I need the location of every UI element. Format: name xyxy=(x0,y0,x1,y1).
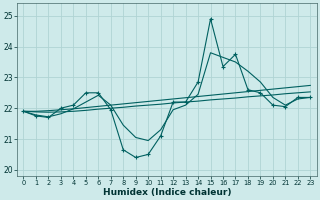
X-axis label: Humidex (Indice chaleur): Humidex (Indice chaleur) xyxy=(103,188,231,197)
